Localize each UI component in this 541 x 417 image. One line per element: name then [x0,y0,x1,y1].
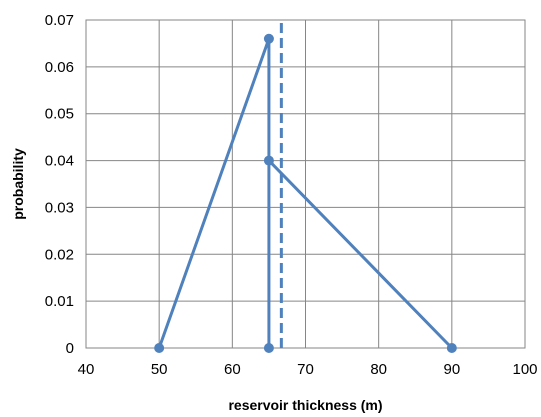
y-tick-label: 0.03 [45,199,74,216]
series-layer [154,20,457,353]
y-tick-label: 0.05 [45,106,74,123]
x-tick-label: 50 [151,361,168,378]
x-tick-label: 100 [512,361,537,378]
y-tick-label: 0.01 [45,293,74,310]
x-tick-label: 80 [370,361,387,378]
series-1-marker [263,343,274,353]
series-1-marker [154,343,165,353]
y-tick-label: 0.07 [45,12,74,29]
y-tick-labels: 0 0.01 0.02 0.03 0.04 0.05 0.06 0.07 [45,12,74,357]
x-tick-label: 90 [443,361,460,378]
plot-area-border [85,19,526,349]
y-tick-label: 0 [66,340,74,357]
x-tick-label: 40 [78,361,95,378]
series-1-marker [263,33,274,44]
y-axis-title: probability [10,148,26,220]
y-tick-label: 0.02 [45,246,74,263]
gridlines [85,19,526,349]
x-tick-labels: 40 50 60 70 80 90 100 [78,361,538,378]
x-axis-title: reservoir thickness (m) [228,397,382,413]
x-tick-label: 60 [224,361,241,378]
series-1-marker [263,155,274,166]
x-tick-label: 70 [297,361,314,378]
y-tick-label: 0.04 [45,153,74,170]
y-tick-label: 0.06 [45,59,74,76]
series-1-marker [446,343,457,353]
